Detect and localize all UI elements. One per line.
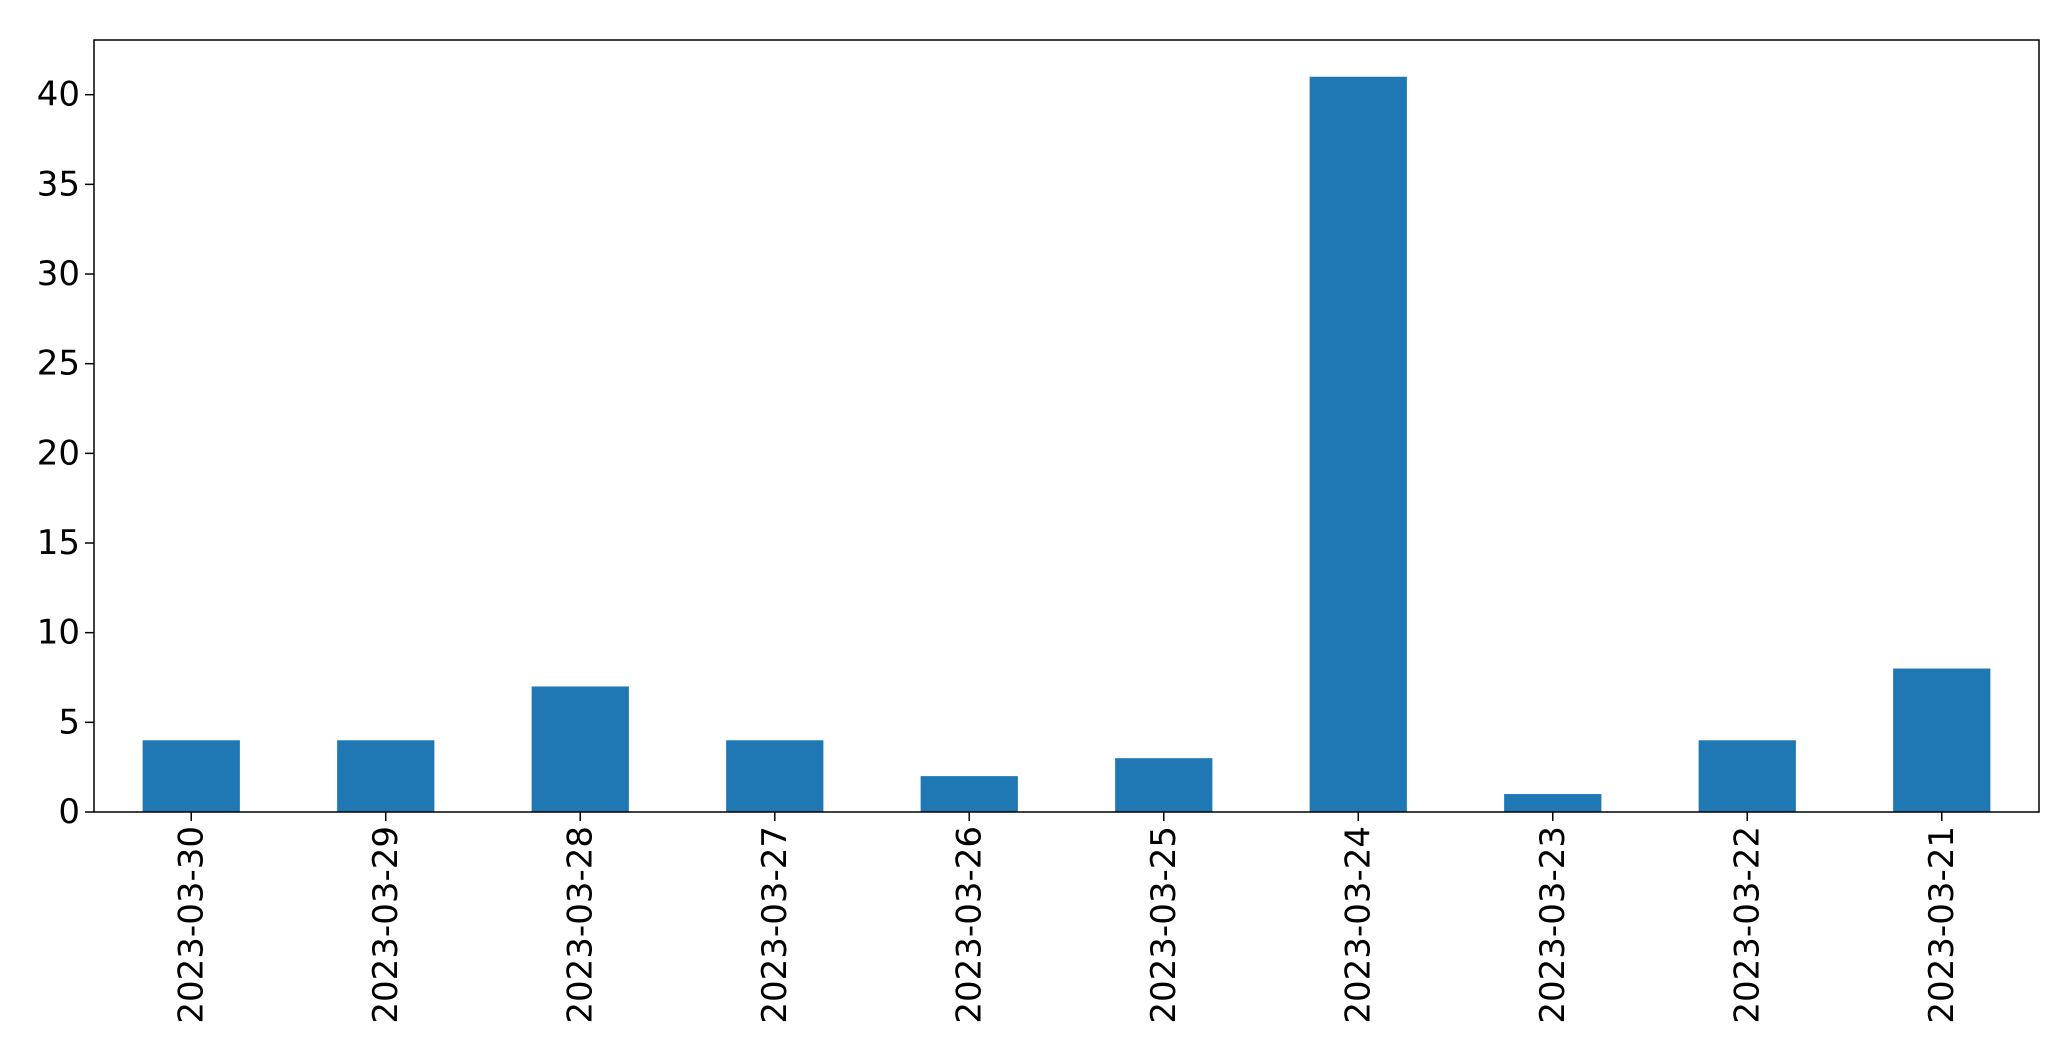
y-tick-label: 15 xyxy=(37,523,80,563)
x-tick-label: 2023-03-25 xyxy=(1144,826,1184,1024)
x-tick-label: 2023-03-28 xyxy=(560,826,600,1024)
x-tick-label: 2023-03-22 xyxy=(1727,826,1767,1024)
plot-frame xyxy=(93,39,2040,813)
y-tick-label: 10 xyxy=(37,613,80,653)
x-tick-label: 2023-03-29 xyxy=(366,826,406,1024)
bar-2023-03-26 xyxy=(920,776,1018,812)
y-tick-label: 20 xyxy=(37,433,80,473)
x-tick-label: 2023-03-26 xyxy=(949,826,989,1024)
bar-2023-03-30 xyxy=(142,740,240,812)
x-tick-label: 2023-03-24 xyxy=(1338,826,1378,1024)
x-tick-label: 2023-03-21 xyxy=(1922,826,1962,1024)
bar-2023-03-29 xyxy=(337,740,435,812)
bar-2023-03-27 xyxy=(726,740,824,812)
y-tick-label: 30 xyxy=(37,254,80,294)
y-tick-label: 25 xyxy=(37,344,80,384)
bar-2023-03-22 xyxy=(1698,740,1796,812)
bar-2023-03-21 xyxy=(1893,668,1991,812)
x-tick-label: 2023-03-23 xyxy=(1533,826,1573,1024)
bar-2023-03-28 xyxy=(531,686,629,812)
x-axis: 2023-03-30 2023-03-29 2023-03-28 2023-03-27… xyxy=(171,812,1962,1024)
x-tick-label: 2023-03-27 xyxy=(755,826,795,1024)
x-tick-label: 2023-03-30 xyxy=(171,826,211,1024)
bars-group xyxy=(142,76,1991,812)
y-tick-label: 40 xyxy=(37,75,80,115)
bar-2023-03-25 xyxy=(1115,758,1213,812)
y-axis: 0 5 10 15 20 25 30 35 40 xyxy=(37,75,94,832)
y-tick-label: 0 xyxy=(58,792,80,832)
bar-2023-03-23 xyxy=(1504,794,1602,812)
y-tick-label: 35 xyxy=(37,164,80,204)
bar-2023-03-24 xyxy=(1309,76,1407,812)
y-tick-label: 5 xyxy=(58,702,80,742)
